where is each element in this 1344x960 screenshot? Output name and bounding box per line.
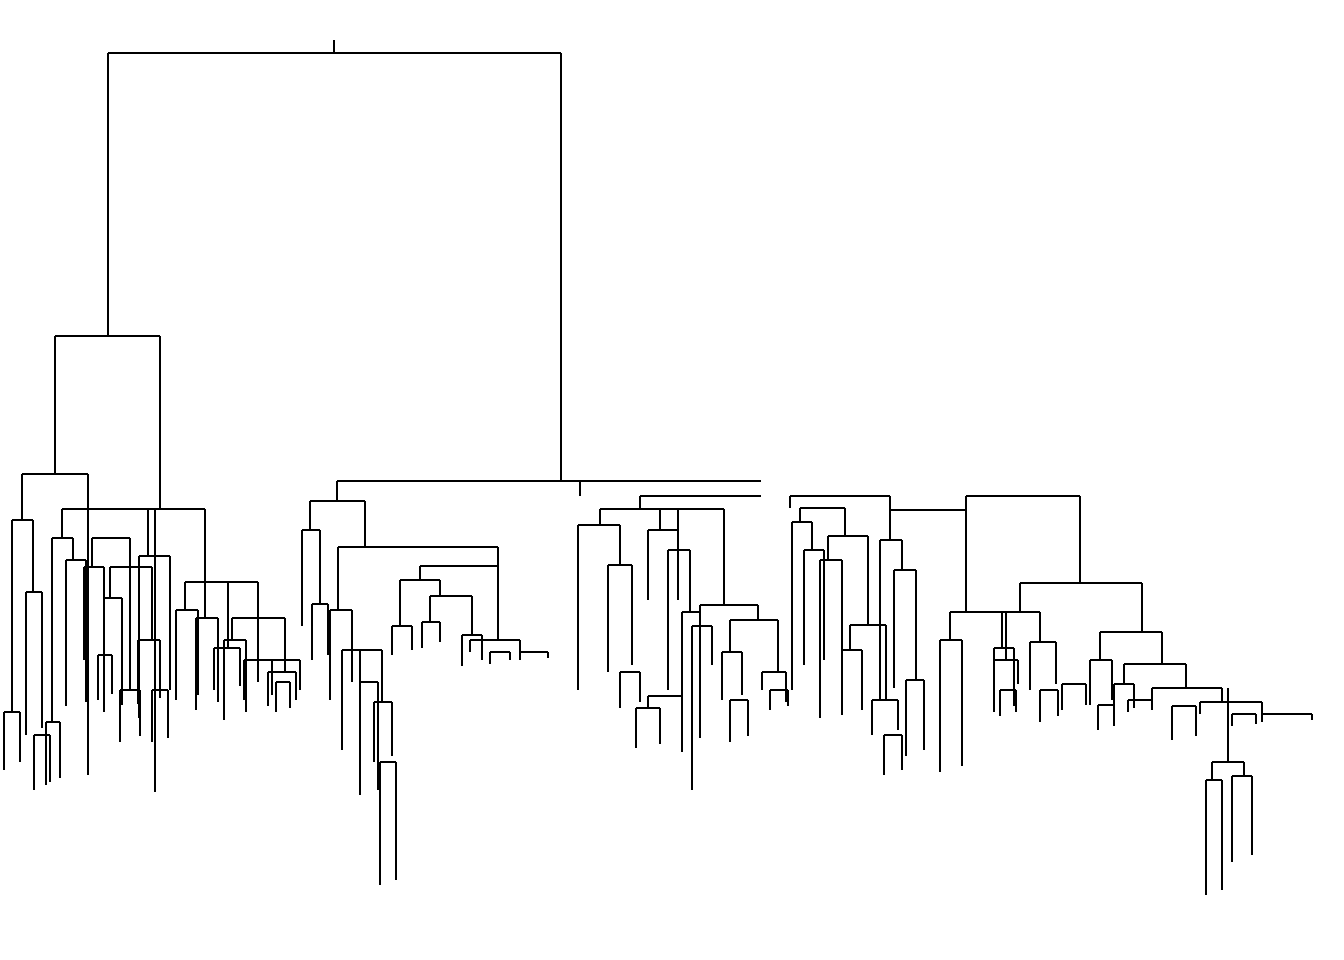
dendrogram-links: [3, 40, 1313, 895]
